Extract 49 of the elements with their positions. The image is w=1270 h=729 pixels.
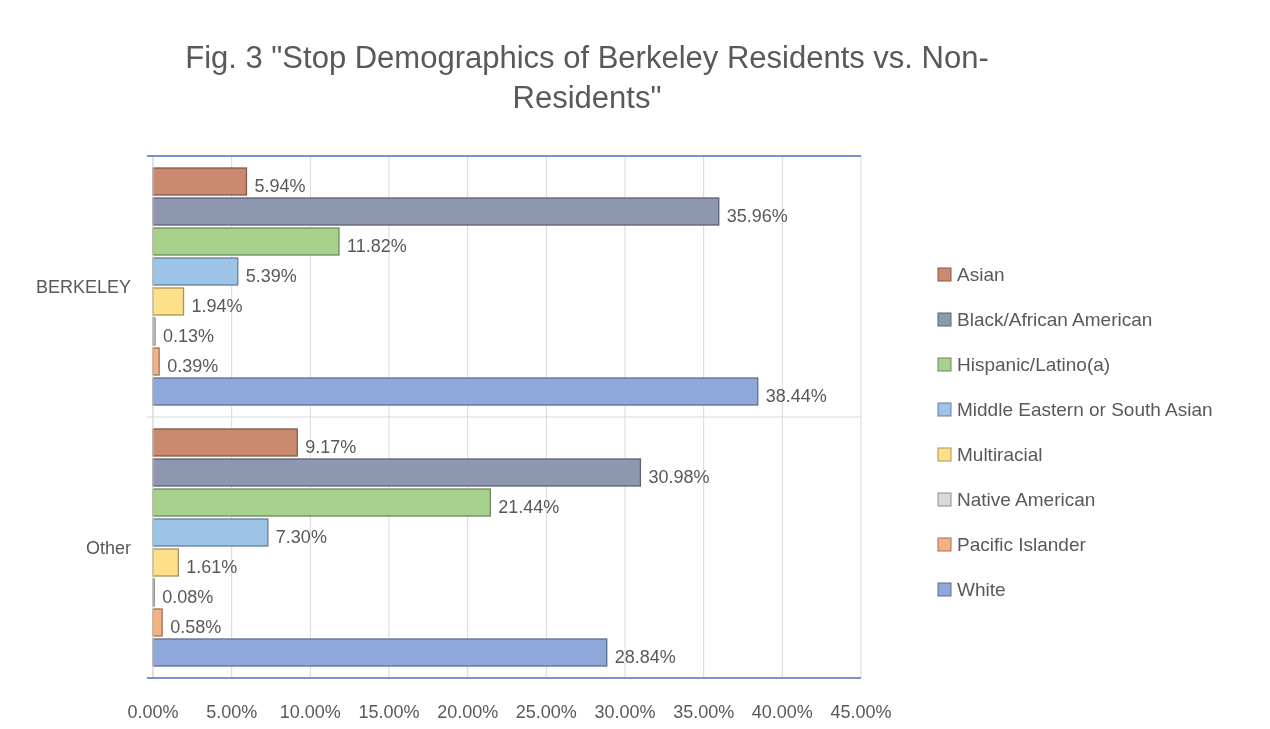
data-label: 21.44% xyxy=(498,496,560,517)
bar xyxy=(152,458,642,487)
data-label: 38.44% xyxy=(765,385,827,406)
data-label: 0.39% xyxy=(167,355,219,376)
data-label: 11.82% xyxy=(346,235,407,256)
x-tick-label: 30.00% xyxy=(594,702,656,722)
data-label: 9.17% xyxy=(305,436,357,457)
bar xyxy=(152,377,759,406)
legend-label: Hispanic/Latino(a) xyxy=(957,354,1111,375)
bar xyxy=(152,167,248,196)
x-tick-label: 5.00% xyxy=(206,702,258,722)
x-tick-label: 15.00% xyxy=(358,702,420,722)
bar xyxy=(152,488,491,517)
data-label: 5.39% xyxy=(245,265,297,286)
legend-label: Middle Eastern or South Asian xyxy=(957,399,1213,420)
bar xyxy=(152,548,179,577)
data-label: 1.61% xyxy=(186,556,238,577)
bar xyxy=(152,227,340,256)
legend-label: Asian xyxy=(957,264,1005,285)
x-tick-label: 35.00% xyxy=(673,702,735,722)
legend-label: Black/African American xyxy=(957,309,1153,330)
legend-label: White xyxy=(957,579,1006,600)
data-label: 7.30% xyxy=(275,526,327,547)
x-tick-label: 45.00% xyxy=(830,702,892,722)
legend-label: Pacific Islander xyxy=(957,534,1087,555)
x-tick-label: 10.00% xyxy=(279,702,341,722)
data-label: 35.96% xyxy=(726,205,788,226)
legend-label: Native American xyxy=(957,489,1096,510)
x-tick-label: 25.00% xyxy=(515,702,577,722)
data-label: 28.84% xyxy=(614,646,676,667)
bar xyxy=(152,197,720,226)
bar xyxy=(152,428,298,457)
x-tick-label: 40.00% xyxy=(751,702,813,722)
x-tick-label: 0.00% xyxy=(127,702,179,722)
data-label: 30.98% xyxy=(648,466,710,487)
x-tick-label: 20.00% xyxy=(437,702,499,722)
data-label: 0.08% xyxy=(162,586,214,607)
bar xyxy=(152,257,239,286)
data-label: 5.94% xyxy=(254,175,306,196)
bar xyxy=(152,518,269,547)
bar xyxy=(152,638,608,667)
y-tick-label: Other xyxy=(85,537,131,558)
legend-label: Multiracial xyxy=(957,444,1043,465)
data-label: 0.13% xyxy=(163,325,215,346)
bar xyxy=(152,287,185,316)
y-tick-label: BERKELEY xyxy=(35,276,131,297)
data-label: 0.58% xyxy=(170,616,222,637)
chart-title: Fig. 3 "Stop Demographics of Berkeley Residents vs. Non-Residents" xyxy=(185,40,989,115)
data-label: 1.94% xyxy=(191,295,243,316)
